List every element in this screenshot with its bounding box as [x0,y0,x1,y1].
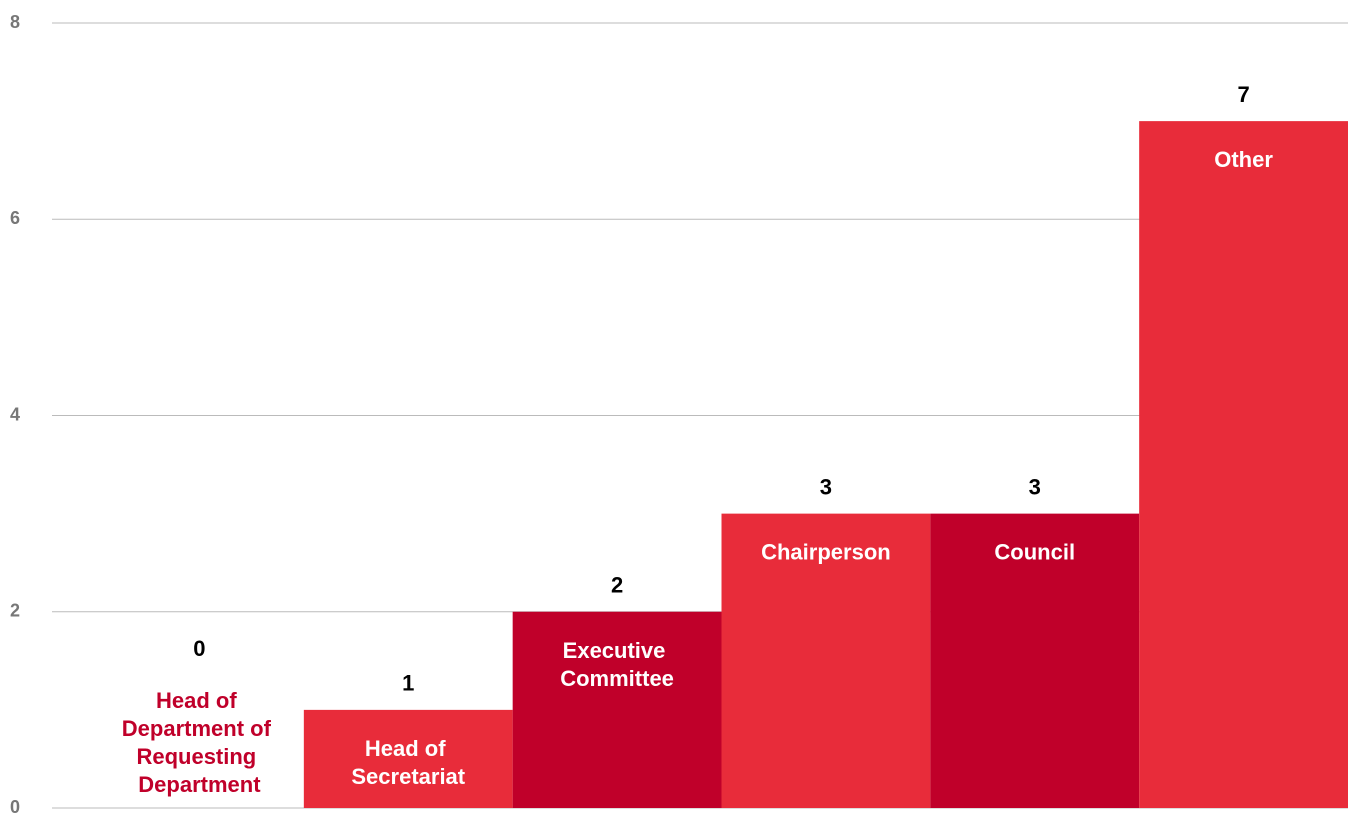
y-tick-label: 0 [10,797,20,817]
y-tick-label: 4 [10,404,20,424]
bar [512,611,722,808]
bar [721,513,931,808]
category-label: Executive Committee [560,638,674,691]
bar [1139,121,1348,808]
category-label: Chairperson [761,539,891,564]
y-tick-label: 8 [10,12,20,32]
category-label: Head of Secretariat [351,736,465,789]
bar [930,513,1140,808]
value-label: 3 [820,474,832,499]
bar [303,709,513,808]
category-label: Other [1214,147,1273,172]
y-tick-label: 6 [10,208,20,228]
value-label: 7 [1237,82,1249,107]
category-label: Head of Department of Requesting Departm… [122,688,277,797]
category-label: Council [994,539,1075,564]
value-label: 3 [1029,474,1041,499]
value-label: 0 [193,636,205,661]
value-label: 1 [402,671,414,696]
y-tick-label: 2 [10,601,20,621]
value-label: 2 [611,573,623,598]
